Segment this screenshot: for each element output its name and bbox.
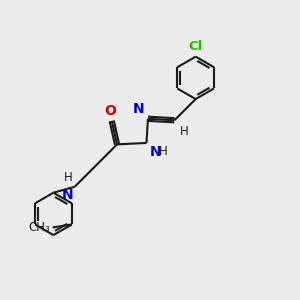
Text: H: H [159,145,168,158]
Text: N: N [133,102,144,116]
Text: O: O [104,104,116,118]
Text: H: H [179,125,188,138]
Text: H: H [64,171,72,184]
Text: Cl: Cl [188,40,203,52]
Text: CH₃: CH₃ [28,221,50,234]
Text: N: N [149,145,161,159]
Text: N: N [61,188,73,202]
